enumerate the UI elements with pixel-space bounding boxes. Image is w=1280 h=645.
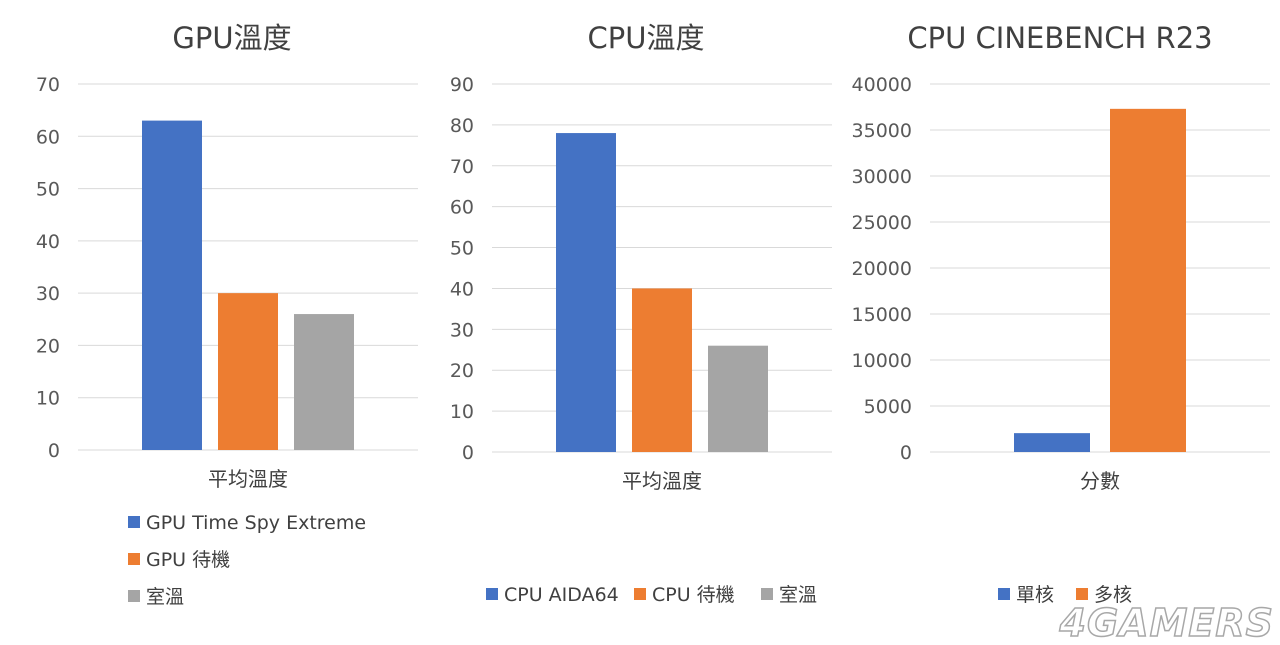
legend-swatch [128,553,140,565]
y-tick-label: 30 [450,319,474,341]
legend-swatch [998,588,1010,600]
y-tick-label: 40000 [852,74,912,96]
y-tick-label: 25000 [852,212,912,234]
chart-title: CPU溫度 [588,21,705,55]
legend-swatch [761,588,773,600]
y-tick-label: 50 [450,238,474,260]
y-tick-label: 60 [36,126,60,148]
bar-2 [218,293,278,450]
y-tick-label: 30 [36,283,60,305]
legend-label: GPU Time Spy Extreme [146,512,366,534]
y-tick-label: 60 [450,197,474,219]
bar-2 [632,288,692,452]
y-tick-label: 20 [450,360,474,382]
legend-swatch [1076,588,1088,600]
x-category-label: 分數 [1080,469,1120,493]
bar-1 [142,120,202,450]
bar-1 [556,133,616,453]
bar-3 [708,345,768,452]
y-tick-label: 0 [900,442,912,464]
bar-3 [294,314,354,450]
legend-swatch [634,588,646,600]
y-tick-label: 70 [36,74,60,96]
legend-label: 室溫 [779,584,817,606]
chart-title: GPU溫度 [172,21,291,55]
legend-label: 室溫 [146,586,184,608]
legend-swatch [486,588,498,600]
legend-label: 單核 [1016,584,1054,606]
chart-3: CPU CINEBENCH R23 0 5000 10000 15000 20000 250… [852,21,1270,606]
legend: CPU AIDA64 CPU 待機 室溫 [486,584,817,606]
y-tick-label: 20 [36,335,60,357]
x-category-label: 平均溫度 [208,467,288,491]
y-tick-label: 15000 [852,304,912,326]
y-tick-label: 80 [450,115,474,137]
legend-label: CPU 待機 [652,584,735,606]
y-tick-label: 50 [36,179,60,201]
legend-label: CPU AIDA64 [504,584,619,606]
y-tick-label: 5000 [864,396,912,418]
y-tick-label: 70 [450,156,474,178]
y-tick-label: 35000 [852,120,912,142]
y-tick-label: 20000 [852,258,912,280]
y-tick-label: 0 [48,440,60,462]
x-category-label: 平均溫度 [622,469,702,493]
legend-swatch [128,516,140,528]
y-tick-label: 40 [36,231,60,253]
y-tick-label: 30000 [852,166,912,188]
y-tick-label: 10 [450,401,474,423]
y-tick-label: 40 [450,278,474,300]
legend-label: GPU 待機 [146,549,230,571]
bar-1 [1014,433,1090,452]
y-tick-label: 90 [450,74,474,96]
bar-2 [1110,108,1186,452]
legend: 單核 多核 [998,584,1132,606]
y-tick-label: 10 [36,388,60,410]
watermark-logo: 4GAMERS [1059,601,1274,645]
legend-label: 多核 [1094,584,1132,606]
chart-1: GPU溫度 0 10 20 30 40 50 60 70 平均溫度 GPU Time Spy Ext… [36,21,418,608]
y-tick-label: 0 [462,442,474,464]
chart-title: CPU CINEBENCH R23 [907,21,1212,55]
y-tick-label: 10000 [852,350,912,372]
legend-swatch [128,590,140,602]
